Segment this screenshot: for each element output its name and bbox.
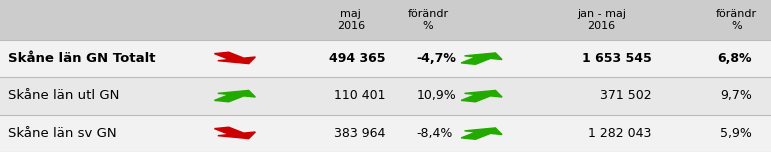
Text: 9,7%: 9,7%: [720, 89, 752, 102]
Text: 10,9%: 10,9%: [416, 89, 456, 102]
Bar: [0, 0, 771, 40]
FancyArrow shape: [214, 127, 255, 139]
Text: 494 365: 494 365: [329, 52, 386, 65]
Text: maj
2016: maj 2016: [337, 9, 365, 31]
Text: 383 964: 383 964: [334, 127, 386, 140]
FancyArrow shape: [214, 52, 255, 64]
Bar: [0, 77, 771, 114]
Text: Skåne län GN Totalt: Skåne län GN Totalt: [8, 52, 155, 65]
Text: förändr
%: förändr %: [715, 9, 757, 31]
Text: Skåne län sv GN: Skåne län sv GN: [8, 127, 116, 140]
Text: förändr
%: förändr %: [407, 9, 449, 31]
Text: 1 653 545: 1 653 545: [582, 52, 651, 65]
Text: 6,8%: 6,8%: [717, 52, 752, 65]
Text: 110 401: 110 401: [334, 89, 386, 102]
Text: 371 502: 371 502: [600, 89, 651, 102]
Text: Skåne län utl GN: Skåne län utl GN: [8, 89, 119, 102]
Text: jan - maj
2016: jan - maj 2016: [577, 9, 626, 31]
Text: -4,7%: -4,7%: [416, 52, 456, 65]
FancyArrow shape: [214, 90, 255, 102]
FancyArrow shape: [461, 128, 502, 139]
Text: 5,9%: 5,9%: [720, 127, 752, 140]
Bar: [0, 114, 771, 152]
Text: -8,4%: -8,4%: [416, 127, 453, 140]
FancyArrow shape: [461, 53, 502, 64]
FancyArrow shape: [461, 90, 502, 102]
Text: 1 282 043: 1 282 043: [588, 127, 651, 140]
Bar: [0, 40, 771, 77]
